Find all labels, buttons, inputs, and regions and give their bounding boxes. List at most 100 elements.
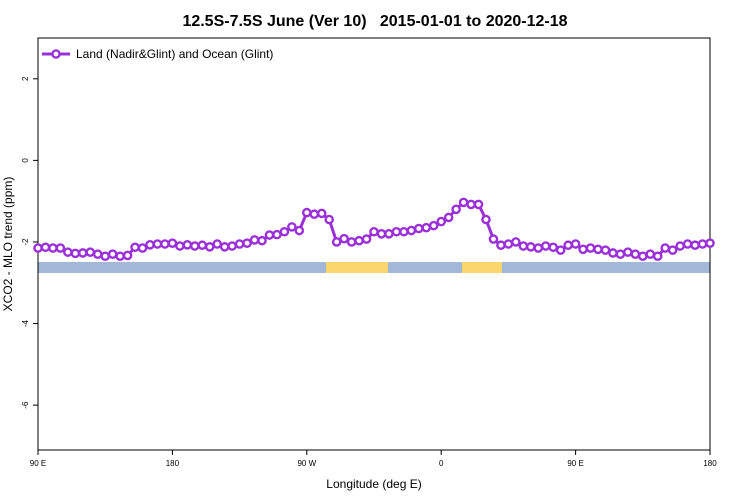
data-point bbox=[660, 243, 671, 253]
y-tick-label: 2 bbox=[21, 76, 30, 81]
data-point bbox=[593, 244, 603, 255]
data-point bbox=[391, 226, 402, 237]
data-point bbox=[630, 249, 641, 259]
data-point bbox=[555, 245, 566, 255]
data-point bbox=[697, 239, 708, 249]
data-point bbox=[451, 204, 461, 215]
data-point bbox=[40, 242, 51, 253]
data-point bbox=[690, 240, 700, 251]
data-point bbox=[436, 216, 447, 227]
data-point bbox=[675, 241, 685, 251]
data-point bbox=[85, 247, 96, 257]
data-point bbox=[331, 237, 342, 247]
data-point bbox=[503, 239, 514, 249]
x-axis-label: Longitude (deg E) bbox=[326, 477, 421, 491]
data-point bbox=[249, 235, 260, 245]
data-point bbox=[533, 243, 544, 253]
data-point bbox=[466, 199, 476, 210]
x-tick-label: 90 E bbox=[567, 459, 583, 468]
data-point bbox=[458, 197, 469, 208]
data-point bbox=[287, 222, 297, 232]
data-point bbox=[526, 242, 536, 252]
plot-frame bbox=[37, 37, 711, 451]
data-point bbox=[623, 247, 633, 257]
data-point bbox=[78, 248, 88, 258]
chart-title: 12.5S-7.5S June (Ver 10) 2015-01-01 to 2… bbox=[182, 13, 567, 30]
data-point bbox=[279, 226, 290, 237]
data-point bbox=[33, 243, 43, 253]
data-point bbox=[175, 241, 185, 251]
data-point bbox=[369, 226, 379, 237]
y-tick-label: -4 bbox=[21, 319, 30, 327]
data-point bbox=[428, 220, 439, 231]
data-point bbox=[421, 222, 432, 233]
plot-layer: 90 E 180 90 W 0 90 E 180 2 0 -2 -4 -6 Land (Nadir&G… bbox=[21, 47, 717, 468]
data-point bbox=[518, 241, 529, 251]
data-point bbox=[511, 237, 521, 247]
data-point bbox=[294, 225, 305, 236]
data-point bbox=[48, 243, 58, 253]
data-point bbox=[443, 212, 454, 223]
data-point bbox=[481, 214, 491, 225]
data-point bbox=[585, 243, 596, 253]
data-point bbox=[638, 251, 648, 262]
data-point bbox=[346, 237, 357, 247]
data-point bbox=[63, 247, 73, 257]
data-point bbox=[324, 214, 335, 225]
data-point bbox=[301, 207, 312, 218]
land-ocean-strip bbox=[38, 262, 710, 273]
x-tick-label: 180 bbox=[703, 459, 717, 468]
data-point bbox=[189, 241, 200, 251]
data-point bbox=[152, 239, 163, 249]
data-point bbox=[122, 250, 133, 261]
data-point bbox=[137, 243, 148, 253]
data-point bbox=[167, 238, 178, 248]
data-point bbox=[354, 235, 364, 246]
data-point bbox=[600, 245, 611, 255]
data-point bbox=[204, 242, 215, 252]
data-point bbox=[257, 235, 267, 246]
data-point bbox=[272, 229, 282, 240]
data-point bbox=[645, 249, 656, 259]
y-axis-label: XCO2 - MLO trend (ppm) bbox=[1, 177, 15, 312]
land-band bbox=[326, 262, 388, 273]
data-point bbox=[339, 233, 349, 244]
data-point bbox=[496, 240, 506, 251]
data-point bbox=[376, 229, 387, 239]
data-point bbox=[182, 240, 193, 250]
land-band bbox=[462, 262, 502, 273]
x-tick-label: 180 bbox=[166, 459, 180, 468]
data-point bbox=[384, 229, 394, 239]
data-point bbox=[488, 234, 499, 244]
data-point bbox=[242, 238, 252, 248]
data-point bbox=[608, 248, 618, 258]
data-point bbox=[473, 199, 484, 210]
data-point bbox=[145, 240, 155, 250]
data-point bbox=[130, 242, 140, 253]
data-point bbox=[219, 242, 230, 252]
data-point bbox=[227, 241, 237, 251]
legend-marker bbox=[51, 49, 61, 59]
y-tick-label: 0 bbox=[21, 158, 30, 163]
data-point bbox=[652, 251, 663, 262]
data-point bbox=[548, 242, 559, 253]
data-point bbox=[197, 240, 208, 251]
data-point bbox=[563, 240, 573, 251]
data-point bbox=[234, 239, 245, 249]
y-tick-label: -6 bbox=[21, 401, 30, 409]
data-point bbox=[399, 226, 409, 237]
data-point bbox=[55, 243, 66, 253]
data-point bbox=[705, 238, 715, 248]
data-point bbox=[107, 249, 118, 259]
data-point bbox=[100, 251, 110, 262]
x-tick-label: 90 E bbox=[30, 459, 46, 468]
y-tick-label: -2 bbox=[21, 238, 30, 246]
data-point bbox=[667, 245, 678, 255]
data-point bbox=[361, 234, 372, 244]
data-point bbox=[578, 244, 588, 255]
data-point bbox=[309, 209, 320, 220]
x-tick-label: 0 bbox=[439, 459, 444, 468]
data-point bbox=[570, 239, 581, 249]
data-point bbox=[115, 251, 125, 262]
